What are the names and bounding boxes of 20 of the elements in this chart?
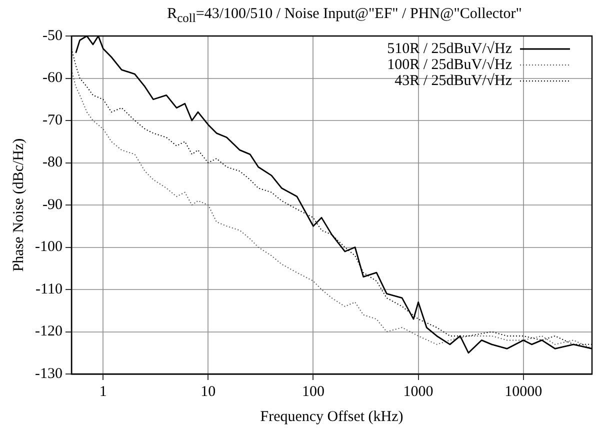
y-tick-label: -50 xyxy=(42,28,62,44)
legend-label: 100R / 25dBuV/√Hz xyxy=(387,56,512,73)
x-tick-label: 10000 xyxy=(504,384,542,400)
y-tick-label: -60 xyxy=(42,70,62,86)
x-tick-label: 1000 xyxy=(403,384,434,400)
y-tick-label: -90 xyxy=(42,196,62,213)
x-tick-label: 1 xyxy=(99,384,107,400)
y-tick-label: -110 xyxy=(36,281,62,298)
y-tick-label: -130 xyxy=(34,366,62,382)
y-tick-label: -80 xyxy=(42,154,62,171)
x-axis-title: Frequency Offset (kHz) xyxy=(260,408,404,425)
x-tick-label: 100 xyxy=(302,384,324,400)
y-tick-label: -70 xyxy=(42,112,62,128)
legend-label: 510R / 25dBuV/√Hz xyxy=(387,40,512,57)
y-tick-label: -100 xyxy=(34,239,62,256)
y-axis-title: Phase Noise (dBc/Hz) xyxy=(10,138,27,272)
chart-title: R$_{coll}$=43/100/510 / Noise Input@"EF" / PHN@"Collector" xyxy=(166,6,523,26)
x-tick-label: 10 xyxy=(200,384,216,400)
legend-label: 43R / 25dBuV/√Hz xyxy=(394,72,512,89)
y-tick-label: -120 xyxy=(34,324,62,340)
